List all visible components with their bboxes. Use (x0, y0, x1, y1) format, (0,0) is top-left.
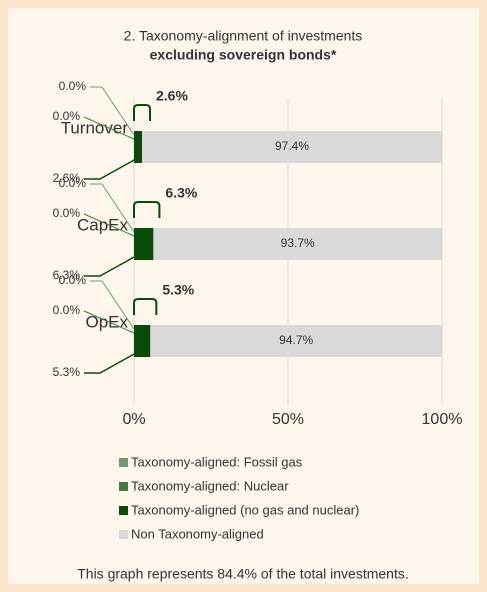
bar-segment (142, 131, 442, 163)
data-label: 97.4% (275, 139, 309, 153)
chart-title: 2. Taxonomy-alignment of investments (124, 28, 363, 44)
leader-line (84, 352, 137, 374)
legend-label: Taxonomy-aligned: Fossil gas (131, 454, 303, 469)
legend-swatch (119, 458, 128, 467)
legend-swatch (119, 530, 128, 539)
legend-swatch (119, 482, 128, 491)
data-label: 0.0% (53, 206, 81, 220)
x-tick-label: 0% (122, 411, 145, 428)
data-label: 0.0% (53, 109, 81, 123)
leader-line (83, 213, 135, 237)
data-label: 93.7% (281, 236, 315, 250)
bracket (133, 201, 161, 218)
data-label: 0.0% (59, 79, 87, 93)
data-label: 5.3% (53, 365, 81, 379)
x-tick-label: 50% (272, 411, 304, 428)
bar-segment (134, 131, 143, 163)
total-label: 6.3% (165, 185, 197, 201)
leader-line (84, 255, 137, 277)
data-label: 2.6% (53, 171, 81, 185)
total-label: 2.6% (156, 88, 188, 104)
leader-line (84, 158, 137, 180)
leader-line (101, 280, 135, 330)
leader-line (83, 116, 135, 140)
data-label: 0.0% (59, 176, 87, 190)
legend-label: Non Taxonomy-aligned (131, 526, 264, 541)
total-label: 5.3% (162, 282, 194, 298)
bar-segment (134, 325, 151, 357)
bracket (133, 298, 158, 315)
chart-subtitle: excluding sovereign bonds* (150, 47, 337, 63)
bar-segment (150, 325, 442, 357)
note: This graph represents 84.4% of the total… (77, 566, 409, 582)
leader-line (101, 183, 135, 233)
x-tick-label: 100% (422, 411, 463, 428)
data-label: 0.0% (53, 303, 81, 317)
category-label: CapEx (77, 215, 129, 234)
bar-segment (134, 228, 154, 260)
data-label: 6.3% (53, 268, 81, 282)
legend-label: Taxonomy-aligned (no gas and nuclear) (131, 502, 359, 517)
bar-segment (153, 228, 443, 260)
legend-label: Taxonomy-aligned: Nuclear (131, 478, 289, 493)
leader-line (101, 86, 135, 136)
panel (8, 8, 479, 584)
bracket (133, 104, 151, 121)
data-label: 94.7% (279, 333, 313, 347)
legend-swatch (119, 506, 128, 515)
leader-line (83, 310, 135, 334)
category-label: Turnover (61, 118, 129, 137)
category-label: OpEx (85, 312, 128, 331)
data-label: 0.0% (59, 273, 87, 287)
